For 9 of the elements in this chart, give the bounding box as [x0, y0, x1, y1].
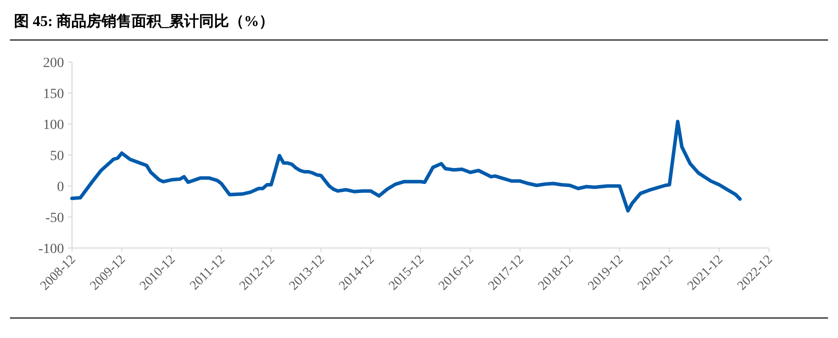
y-tick-label: 50	[50, 149, 64, 164]
chart-title: 图 45: 商品房销售面积_累计同比（%）	[14, 12, 274, 30]
line-series	[70, 120, 742, 213]
y-tick-label: -50	[45, 211, 64, 226]
y-tick-label: 100	[43, 118, 64, 133]
y-tick-label: 200	[43, 56, 64, 71]
y-tick-label: -100	[38, 242, 64, 257]
y-tick-label: 0	[57, 180, 64, 195]
y-tick-label: 150	[43, 87, 64, 102]
